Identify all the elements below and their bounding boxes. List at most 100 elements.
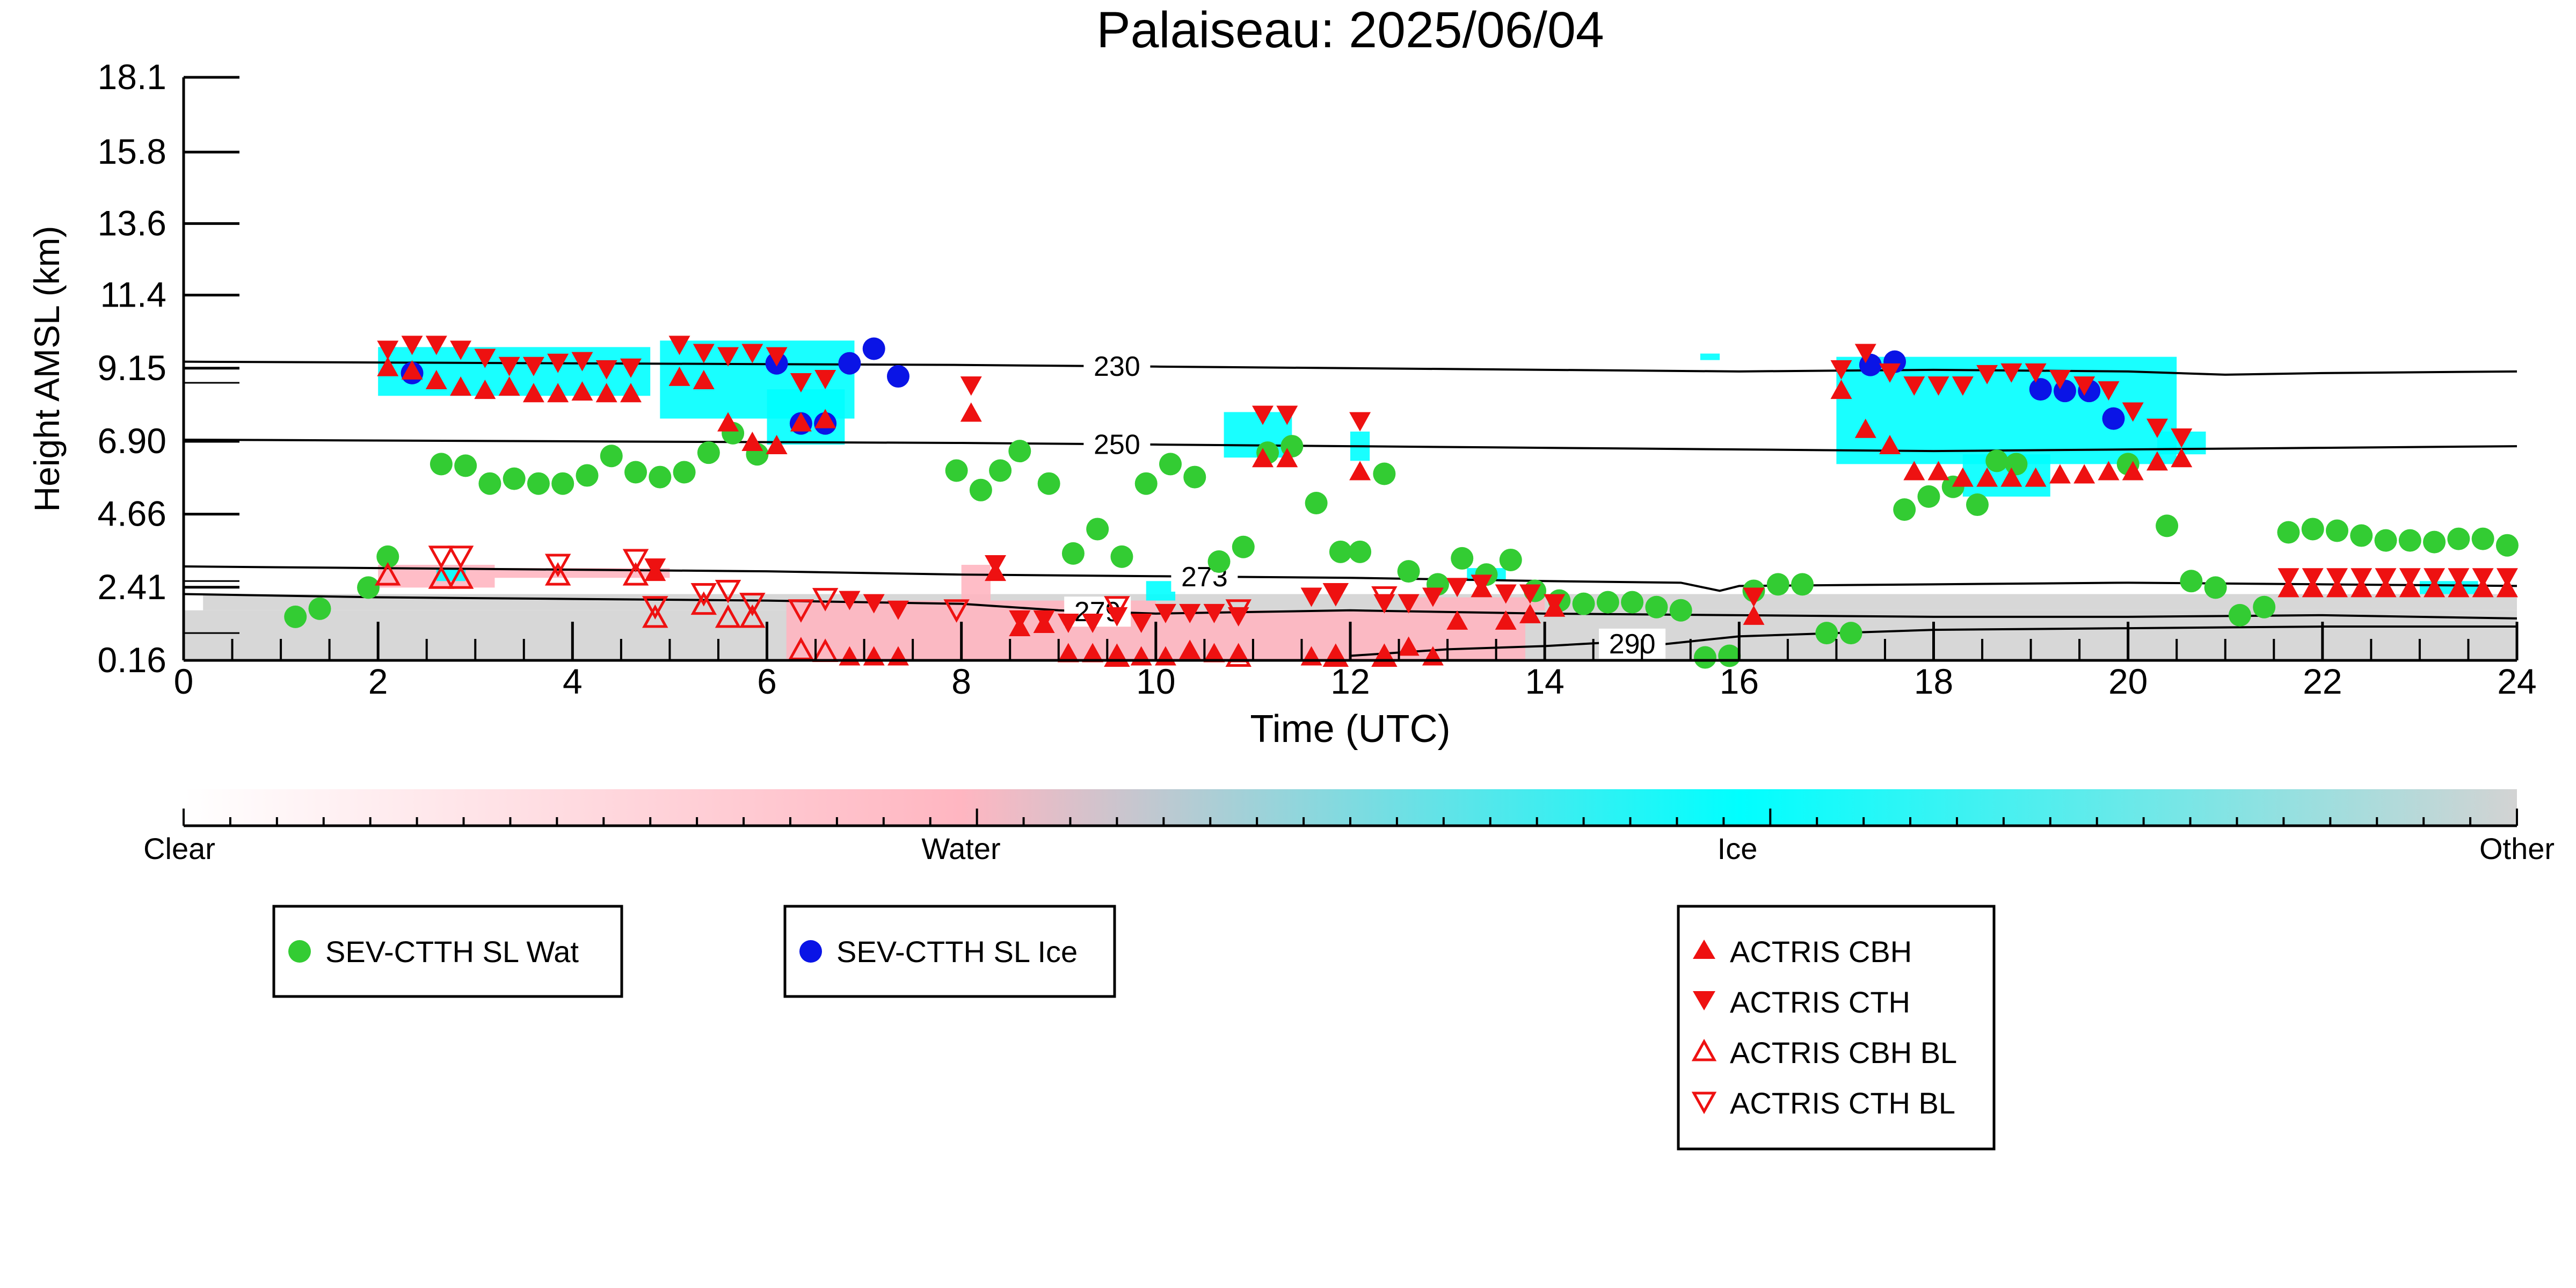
marker-actris-cth — [1519, 584, 1541, 604]
marker-actris-cth — [1544, 594, 1566, 614]
legend-actris: ACTRIS CBH ACTRIS CTH ACTRIS CBH BL ACTR… — [1677, 905, 1996, 1151]
marker-actris-cth — [2171, 428, 2193, 448]
marker-sev-ctth-sl-wat — [1791, 573, 1814, 596]
marker-sev-ctth-sl-wat — [1966, 493, 1989, 516]
x-tick-label: 8 — [951, 661, 971, 701]
contour-line-273 — [184, 565, 2517, 592]
water-region — [961, 565, 991, 601]
marker-sev-ctth-sl-wat — [1329, 540, 1352, 563]
marker-actris-cth — [1009, 610, 1031, 630]
marker-sev-ctth-sl-wat — [2398, 529, 2421, 552]
marker-actris-cth — [547, 353, 569, 373]
marker-actris-cth-bl — [544, 554, 571, 578]
x-tick-label: 4 — [563, 661, 583, 701]
marker-actris-cth — [1903, 376, 1925, 396]
marker-actris-cbh-bl — [1322, 643, 1349, 667]
marker-sev-ctth-sl-wat — [1232, 535, 1255, 558]
marker-actris-cbh — [2302, 578, 2324, 598]
marker-actris-cbh — [2000, 467, 2022, 487]
marker-actris-cth — [1057, 613, 1079, 633]
contour-label-290: 290 — [1609, 629, 1656, 660]
x-tick-label: 16 — [1720, 661, 1759, 701]
marker-actris-cth — [814, 369, 836, 389]
marker-actris-cbh-bl — [739, 604, 766, 628]
marker-actris-cbh — [2424, 578, 2446, 598]
marker-actris-cth — [741, 344, 763, 363]
colorbar-ticks — [183, 809, 2518, 827]
marker-actris-cbh — [1252, 448, 1274, 468]
legend-label: ACTRIS CBH — [1730, 935, 1912, 969]
marker-actris-cth — [1422, 587, 1444, 607]
marker-actris-cth — [1203, 603, 1225, 623]
marker-actris-cbh — [547, 383, 569, 403]
y-axis-label: Height AMSL (km) — [27, 225, 67, 512]
marker-actris-cth — [1830, 360, 1852, 380]
y-tick-label: 6.90 — [98, 421, 166, 461]
y-tick-label: 4.66 — [98, 494, 166, 534]
marker-actris-cbh-bl — [447, 565, 474, 589]
legend-box — [783, 905, 1116, 998]
marker-actris-cth-bl — [812, 588, 839, 612]
legend-label: ACTRIS CTH BL — [1730, 1086, 1955, 1120]
marker-actris-cbh — [2399, 578, 2421, 598]
marker-sev-ctth-sl-wat — [2471, 527, 2494, 550]
legend-marker-circle-green — [288, 940, 311, 963]
marker-actris-cbh — [766, 435, 788, 455]
marker-actris-cth-bl — [715, 579, 741, 603]
marker-actris-cth — [1879, 363, 1901, 383]
marker-sev-ctth-sl-wat — [2156, 514, 2179, 537]
x-tick-label: 22 — [2303, 661, 2342, 701]
contour-label-bg — [1083, 429, 1151, 460]
marker-actris-cbh — [474, 380, 496, 399]
marker-actris-cbh — [1082, 643, 1104, 663]
legend-label: ACTRIS CBH BL — [1730, 1036, 1957, 1069]
marker-actris-cbh — [2171, 448, 2193, 468]
marker-sev-ctth-sl-wat — [1572, 592, 1595, 615]
marker-actris-cbh — [620, 383, 642, 403]
contour-label-bg — [1083, 351, 1151, 382]
marker-actris-cth — [1082, 613, 1104, 633]
other-region — [203, 594, 2517, 610]
marker-actris-cbh — [425, 369, 447, 389]
marker-actris-cth — [1976, 365, 1998, 384]
contour-label-bg — [1599, 628, 1666, 659]
colorbar-label-ice: Ice — [1718, 832, 1758, 865]
marker-actris-cbh — [2073, 464, 2095, 484]
marker-sev-ctth-sl-wat — [2374, 529, 2397, 552]
marker-actris-cbh — [498, 376, 520, 396]
marker-sev-ctth-sl-wat — [1815, 622, 1838, 645]
marker-sev-ctth-sl-wat — [2495, 534, 2519, 557]
marker-actris-cth — [2496, 568, 2518, 588]
marker-sev-ctth-sl-wat — [649, 465, 672, 489]
marker-actris-cbh — [960, 402, 982, 422]
x-tick-label: 18 — [1914, 661, 1953, 701]
marker-sev-ctth-sl-ice — [2029, 378, 2052, 401]
colorbar-label-water: Water — [921, 832, 1000, 865]
marker-sev-ctth-sl-wat — [1305, 492, 1328, 515]
marker-actris-cth-bl — [1104, 596, 1130, 620]
marker-actris-cth — [1130, 613, 1152, 633]
marker-actris-cth — [1033, 610, 1055, 630]
marker-sev-ctth-sl-wat — [1183, 465, 1206, 489]
marker-actris-cbh — [2122, 461, 2144, 481]
marker-sev-ctth-sl-wat — [969, 478, 992, 501]
marker-actris-cbh — [2472, 578, 2494, 598]
marker-actris-cth — [1495, 584, 1517, 604]
marker-sev-ctth-sl-wat — [1893, 498, 1916, 521]
marker-actris-cbh — [2496, 578, 2518, 598]
marker-actris-cth — [498, 356, 520, 376]
marker-actris-cth — [1446, 578, 1468, 598]
marker-actris-cth — [1154, 603, 1176, 623]
marker-actris-cth — [2049, 369, 2071, 389]
legend-marker-triangle-up-open — [1691, 1038, 1717, 1061]
marker-actris-cbh-bl — [1104, 643, 1130, 667]
marker-actris-cbh — [1203, 643, 1225, 663]
marker-sev-ctth-sl-wat — [1766, 573, 1789, 596]
marker-actris-cbh-bl — [1371, 643, 1398, 667]
marker-actris-cth — [1398, 594, 1420, 614]
marker-sev-ctth-sl-wat — [1086, 518, 1109, 541]
marker-actris-cbh — [1854, 418, 1876, 438]
marker-sev-ctth-sl-wat — [673, 461, 696, 484]
marker-sev-ctth-sl-wat — [1451, 547, 1474, 570]
marker-actris-cbh — [790, 412, 812, 432]
